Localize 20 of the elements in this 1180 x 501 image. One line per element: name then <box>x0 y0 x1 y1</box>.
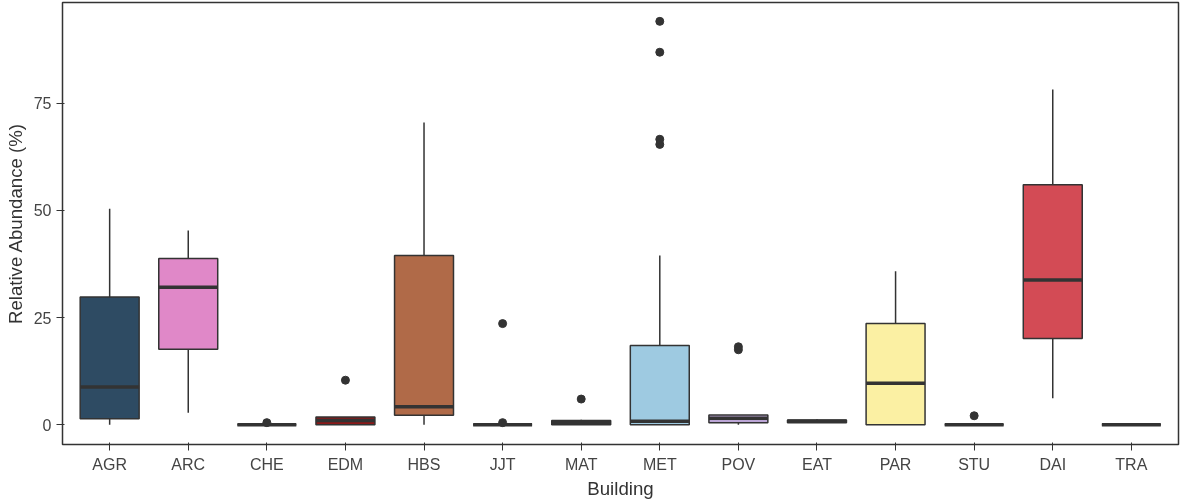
x-tick-label: CHE <box>249 455 284 473</box>
y-tick-label: 50 <box>33 202 52 220</box>
x-tick-label: EDM <box>327 455 364 473</box>
x-tick-label: TRA <box>1115 455 1148 473</box>
x-tick-label: MAT <box>564 455 598 473</box>
x-tick-label: JJT <box>489 455 516 473</box>
x-tick-label: AGR <box>92 455 127 473</box>
x-tick-label: MET <box>642 455 677 473</box>
x-tick-label: DAI <box>1039 455 1067 473</box>
y-tick-label: 25 <box>33 309 52 327</box>
x-axis-title: Building <box>587 477 654 499</box>
x-tick-label: PAR <box>879 455 912 473</box>
x-tick-label: EAT <box>802 455 833 473</box>
y-tick-label: 0 <box>42 416 52 434</box>
y-tick-label: 75 <box>33 95 52 113</box>
y-axis-title: Relative Abundance (%) <box>4 123 26 325</box>
x-tick-label: HBS <box>407 455 441 473</box>
x-tick-label: ARC <box>171 455 206 473</box>
x-tick-label: POV <box>721 455 756 473</box>
x-tick-label: STU <box>958 455 991 473</box>
